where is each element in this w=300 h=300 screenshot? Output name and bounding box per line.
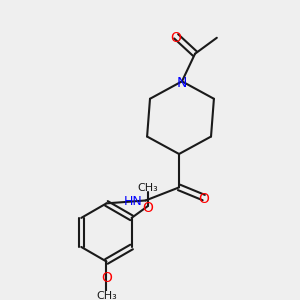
Text: O: O — [171, 31, 182, 45]
Text: CH₃: CH₃ — [137, 183, 158, 194]
Text: HN: HN — [124, 196, 143, 208]
Text: N: N — [177, 76, 187, 90]
Text: CH₃: CH₃ — [96, 291, 117, 300]
Text: O: O — [198, 192, 209, 206]
Text: O: O — [142, 201, 153, 215]
Text: O: O — [101, 271, 112, 284]
